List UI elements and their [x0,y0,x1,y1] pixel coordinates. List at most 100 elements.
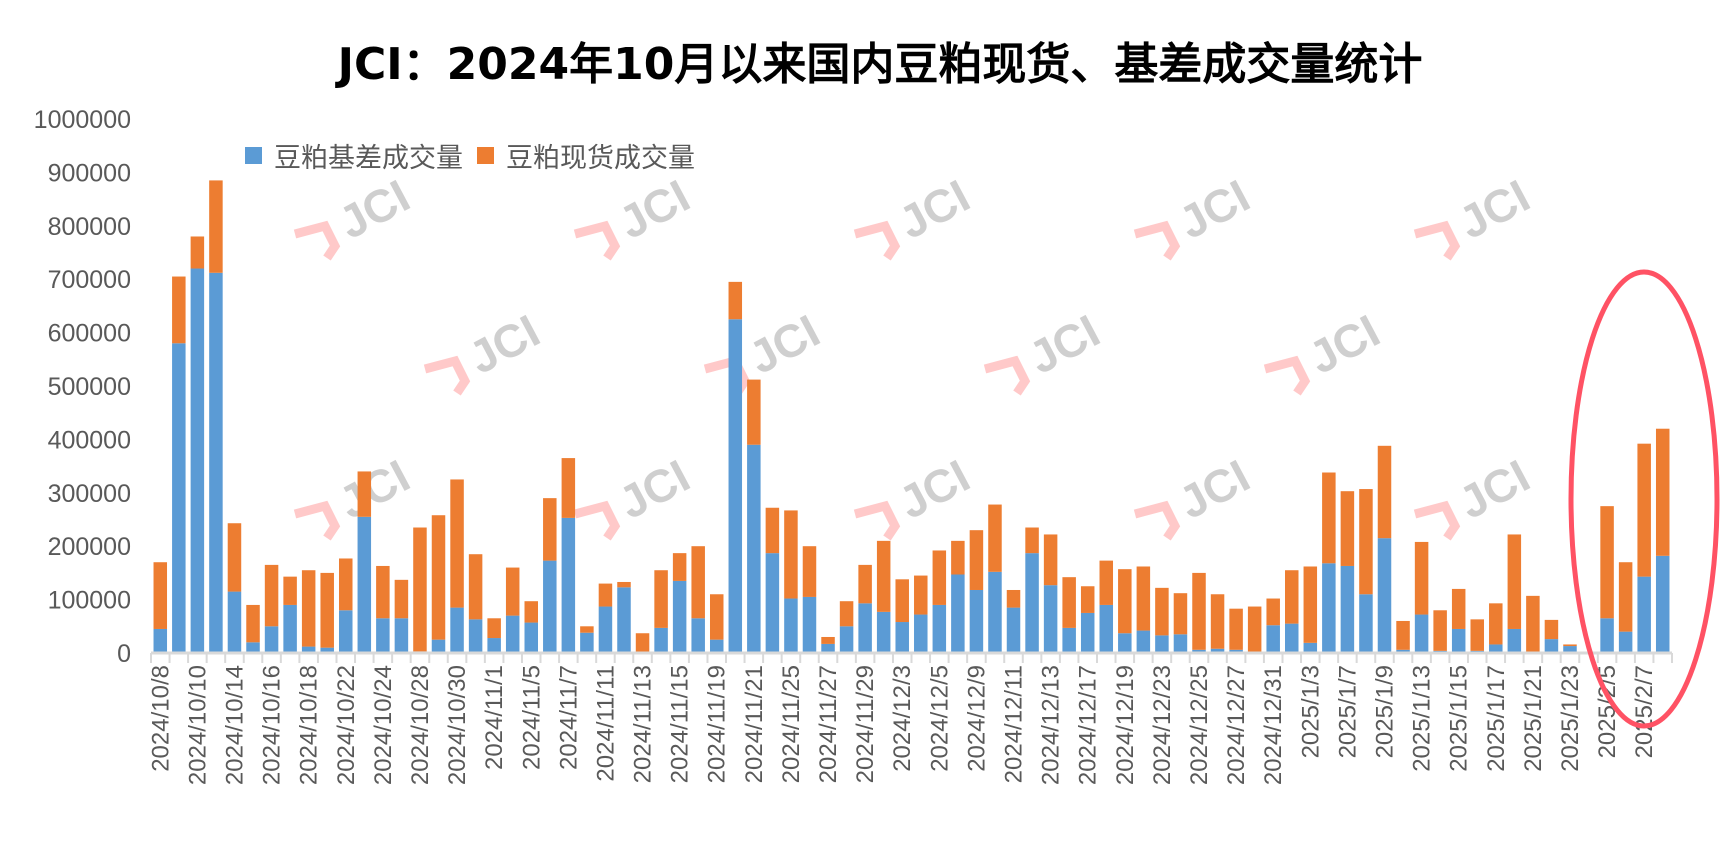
bar-basis [1655,555,1670,653]
bar-spot [635,633,650,653]
bar-basis [1025,553,1039,653]
bar-basis [1118,633,1132,653]
x-tick-label: 2024/10/14 [221,665,248,785]
bar-basis [431,639,446,653]
bar-basis [1359,594,1373,653]
bar-spot [153,562,168,629]
watermark-logo-icon [573,500,621,541]
bar-basis [468,619,483,653]
bar-spot [264,564,279,627]
bar-basis [988,571,1002,653]
bar-basis [969,589,984,653]
bar-spot [468,554,483,620]
bar-basis [357,516,372,653]
bar-basis [839,626,854,653]
bar-basis [1062,627,1076,653]
x-tick-label: 2024/11/27 [815,665,842,783]
bar-spot [969,530,984,590]
bar-spot [1396,620,1410,650]
x-tick-label: 2025/1/21 [1520,665,1547,772]
bar-spot [1377,445,1392,539]
x-tick-label: 2024/10/28 [407,665,434,785]
bar-spot [1526,595,1540,653]
legend: 豆粕基差成交量 豆粕现货成交量 [245,136,695,175]
bar-spot [450,479,464,608]
bar-spot [357,471,372,517]
bar-spot [932,550,947,605]
bar-basis [524,622,538,653]
x-tick-label: 2024/11/5 [518,665,545,770]
bar-spot [1563,644,1577,647]
bar-spot [1155,587,1169,636]
x-tick-label: 2024/12/5 [926,665,953,772]
bar-spot [1507,534,1522,629]
bar-spot [1600,506,1614,619]
bar-spot [1340,491,1355,566]
bar-spot [1025,527,1039,554]
bar-spot [895,579,909,623]
bar-basis [246,642,260,653]
bar-spot [580,626,594,633]
bar-basis [1229,649,1243,653]
bar-spot [654,570,668,628]
watermark-jci: JCI [330,169,418,249]
bar-spot [876,540,891,612]
bar-spot [1433,610,1447,651]
watermark-logo-icon [573,220,621,261]
legend-label-spot: 豆粕现货成交量 [506,143,695,174]
bar-spot [1080,586,1095,613]
y-tick-label: 600000 [48,320,131,348]
watermark-logo-icon [1263,355,1311,396]
bar-spot [1173,593,1188,635]
bar-spot [543,498,557,561]
bar-spot [1247,606,1262,652]
x-tick-label: 2024/10/22 [333,665,360,785]
bar-basis [320,647,334,653]
x-tick-label: 2024/11/1 [481,665,508,770]
bar-basis [1155,635,1169,653]
bar-basis [1489,644,1503,653]
bar-basis [951,574,965,653]
watermark-logo-icon [853,220,901,261]
bar-spot [1118,569,1132,634]
bar-basis [172,343,186,653]
watermark-jci: JCI [460,304,548,384]
x-tick-label: 2024/12/31 [1260,665,1287,785]
watermark-jci: JCI [740,304,828,384]
y-tick-label: 400000 [48,426,131,454]
x-tick-label: 2024/11/7 [555,665,582,770]
x-tick-label: 2024/11/11 [592,665,619,782]
watermark-logo-icon [1133,500,1181,541]
watermark-jci: JCI [890,449,978,529]
watermark-jci: JCI [610,169,698,249]
bar-basis [1210,648,1225,653]
bar-spot [1618,562,1633,632]
y-tick-label: 900000 [48,159,131,187]
bar-basis [1396,649,1410,653]
x-tick-label: 2024/10/18 [296,665,323,785]
legend-item-basis: 豆粕基差成交量 [245,136,463,175]
watermark-logo-icon [1413,500,1461,541]
watermark-jci: JCI [1450,169,1538,249]
bar-spot [1655,428,1670,556]
y-tick-label: 500000 [48,373,131,401]
bar-basis [1173,634,1188,653]
x-tick-label: 2024/12/23 [1149,665,1176,785]
watermark-logo-icon [293,220,341,261]
x-tick-label: 2024/12/13 [1038,665,1065,785]
x-tick-label: 2024/12/27 [1223,665,1250,785]
bar-basis [1340,565,1355,653]
bar-spot [1303,566,1318,643]
bar-basis [617,587,631,653]
bar-basis [283,604,297,653]
x-tick-label: 2024/10/30 [444,665,471,785]
bar-spot [1544,619,1559,640]
bar-spot [1322,472,1336,564]
bar-basis [1600,618,1614,653]
watermark-jci: JCI [610,449,698,529]
bar-basis [1544,639,1559,653]
bar-basis [709,639,724,653]
bar-basis [1322,563,1336,653]
bar-basis [339,610,353,653]
